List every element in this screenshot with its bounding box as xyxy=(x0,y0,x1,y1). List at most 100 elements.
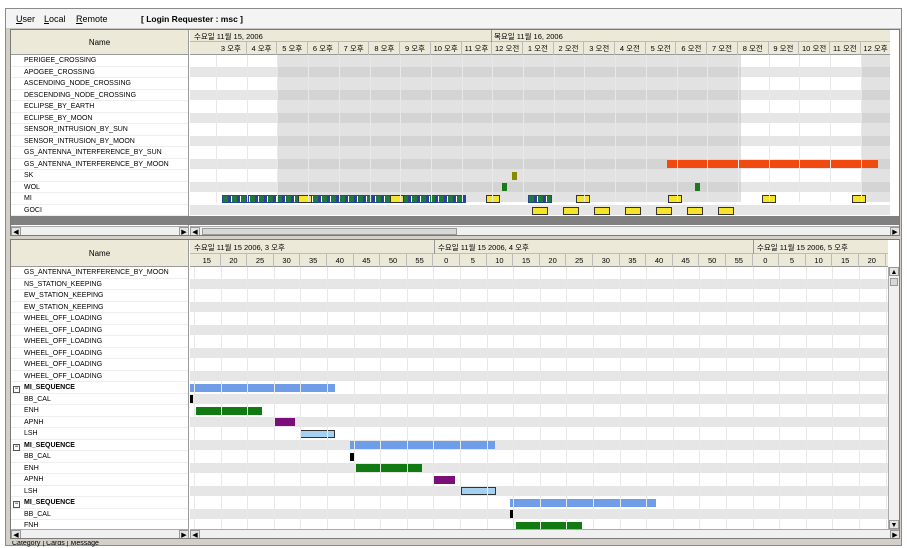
goci-block[interactable] xyxy=(687,206,703,215)
event-row-label[interactable]: MI xyxy=(11,193,188,205)
menu-remote[interactable]: Remote xyxy=(76,14,108,24)
mi-yellow-block[interactable] xyxy=(852,195,866,203)
scroll-left-arrow-icon[interactable]: ◀ xyxy=(190,227,200,235)
event-row-label[interactable]: PERIGEE_CROSSING xyxy=(11,55,188,67)
sequence-row-label[interactable]: WHEEL_OFF_LOADING xyxy=(11,371,188,382)
bb-cal-marker[interactable] xyxy=(350,452,354,461)
sequence-row-label[interactable]: EW_STATION_KEEPING xyxy=(11,302,188,313)
event-row-label[interactable]: APOGEE_CROSSING xyxy=(11,67,188,78)
sequence-row-label[interactable]: BB_CAL xyxy=(11,509,188,520)
scroll-left-arrow-icon[interactable]: ◀ xyxy=(11,530,21,538)
name-hscroll[interactable]: ◀ ▶ xyxy=(11,226,189,235)
lsh-bar[interactable] xyxy=(461,487,496,496)
bb-cal-marker[interactable] xyxy=(190,395,193,404)
sequence-row-label[interactable]: WHEEL_OFF_LOADING xyxy=(11,325,188,336)
scroll-right-arrow-icon[interactable]: ▶ xyxy=(890,227,899,235)
mi-bar[interactable] xyxy=(528,195,552,203)
scroll-thumb[interactable] xyxy=(202,228,457,235)
sequence-row-label[interactable]: BB_CAL xyxy=(11,451,188,463)
mi-yellow-block[interactable] xyxy=(576,195,590,203)
scroll-right-arrow-icon[interactable]: ▶ xyxy=(179,530,189,538)
menu-local[interactable]: Local xyxy=(44,14,66,24)
sequence-row-label[interactable]: WHEEL_OFF_LOADING xyxy=(11,313,188,325)
sequence-row-label[interactable]: ENH xyxy=(11,463,188,474)
goci-block[interactable] xyxy=(563,206,579,215)
sequence-row-label[interactable]: NS_STATION_KEEPING xyxy=(11,279,188,290)
sequence-group-row[interactable]: − MI_SEQUENCE xyxy=(11,382,188,394)
scroll-up-arrow-icon[interactable]: ▲ xyxy=(889,267,899,276)
event-row-label[interactable]: DESCENDING_NODE_CROSSING xyxy=(11,90,188,101)
mi-yellow-block[interactable] xyxy=(668,195,682,203)
scroll-thumb[interactable] xyxy=(890,278,898,286)
wol-marker[interactable] xyxy=(695,183,700,192)
goci-block[interactable] xyxy=(656,206,672,215)
scroll-down-arrow-icon[interactable]: ▼ xyxy=(889,520,899,529)
scroll-right-arrow-icon[interactable]: ▶ xyxy=(179,227,189,235)
enh-bar[interactable] xyxy=(356,464,422,473)
sequence-row-label[interactable]: WHEEL_OFF_LOADING xyxy=(11,359,188,371)
event-row-label[interactable]: ECLIPSE_BY_MOON xyxy=(11,113,188,124)
mi-sequence-bar[interactable] xyxy=(510,498,656,507)
enh-bar[interactable] xyxy=(516,521,582,529)
scroll-left-arrow-icon[interactable]: ◀ xyxy=(190,530,200,538)
grid-line xyxy=(646,267,648,529)
sequence-row-label[interactable]: BB_CAL xyxy=(11,394,188,405)
sk-marker[interactable] xyxy=(512,171,517,180)
sequence-label: BB_CAL xyxy=(24,453,51,460)
menu-bar: User Local Remote [ Login Requester : ms… xyxy=(6,9,901,29)
enh-bar[interactable] xyxy=(196,406,262,415)
event-row-label[interactable]: SENSOR_INTRUSION_BY_MOON xyxy=(11,136,188,147)
lsh-bar[interactable] xyxy=(300,429,335,438)
sequence-row-label[interactable]: WHEEL_OFF_LOADING xyxy=(11,348,188,359)
sequence-row-label[interactable]: APNH xyxy=(11,474,188,486)
sequence-row-label[interactable]: LSH xyxy=(11,486,188,497)
collapse-icon[interactable]: − xyxy=(13,443,20,451)
scroll-right-arrow-icon[interactable]: ▶ xyxy=(890,530,899,538)
wol-marker[interactable] xyxy=(502,183,507,192)
mi-sequence-bar[interactable] xyxy=(350,441,495,450)
mi-yellow-block[interactable] xyxy=(298,195,312,203)
event-row-label[interactable]: GS_ANTENNA_INTERFERENCE_BY_MOON xyxy=(11,159,188,170)
goci-block[interactable] xyxy=(718,206,734,215)
sequence-row-label[interactable]: GS_ANTENNA_INTERFERENCE_BY_MOON xyxy=(11,267,188,279)
apnh-bar[interactable] xyxy=(274,418,295,427)
name-column-header[interactable]: Name xyxy=(11,30,189,55)
moon-interference-bar[interactable] xyxy=(667,160,878,169)
collapse-icon[interactable]: − xyxy=(13,501,20,508)
event-row-label[interactable]: SENSOR_INTRUSION_BY_SUN xyxy=(11,124,188,136)
sequence-row-label[interactable]: FNH xyxy=(11,520,188,529)
sequence-row-label[interactable]: APNH xyxy=(11,417,188,428)
mi-yellow-block[interactable] xyxy=(390,195,404,203)
event-row-label[interactable]: GOCI xyxy=(11,205,188,216)
bb-cal-marker[interactable] xyxy=(510,510,514,519)
row-band xyxy=(190,393,888,405)
status-tabs[interactable]: Category | Cards | Message xyxy=(12,541,99,547)
event-row-label[interactable]: SK xyxy=(11,170,188,182)
event-row-label[interactable]: GS_ANTENNA_INTERFERENCE_BY_SUN xyxy=(11,147,188,159)
hour-label-4pm: 수요일 11월 15 2006, 4 오후 xyxy=(438,243,529,252)
name-column-header[interactable]: Name xyxy=(11,240,189,267)
minute-column-label: 0 xyxy=(433,254,460,267)
event-row-label[interactable]: ASCENDING_NODE_CROSSING xyxy=(11,78,188,90)
menu-user[interactable]: User xyxy=(16,14,36,24)
event-row-label[interactable]: WOL xyxy=(11,182,188,193)
timeline-hscroll[interactable]: ◀ ▶ xyxy=(190,226,899,235)
sequence-row-label[interactable]: ENH xyxy=(11,405,188,417)
collapse-icon[interactable]: − xyxy=(13,386,20,393)
sequence-row-label[interactable]: EW_STATION_KEEPING xyxy=(11,290,188,302)
timeline-hscroll[interactable]: ◀ ▶ xyxy=(190,529,899,538)
sequence-group-row[interactable]: − MI_SEQUENCE xyxy=(11,497,188,509)
event-row-label[interactable]: ECLIPSE_BY_EARTH xyxy=(11,101,188,113)
sequence-group-row[interactable]: − MI_SEQUENCE xyxy=(11,440,188,451)
goci-block[interactable] xyxy=(594,206,610,215)
goci-block[interactable] xyxy=(625,206,641,215)
goci-block[interactable] xyxy=(532,206,548,215)
detail-vscroll[interactable]: ▲ ▼ xyxy=(888,267,899,529)
sequence-row-label[interactable]: WHEEL_OFF_LOADING xyxy=(11,336,188,348)
sequence-row-label[interactable]: LSH xyxy=(11,428,188,440)
mi-bar[interactable] xyxy=(222,195,466,203)
mi-sequence-bar[interactable] xyxy=(190,383,335,392)
apnh-bar[interactable] xyxy=(434,475,455,484)
name-hscroll[interactable]: ◀ ▶ xyxy=(11,529,189,538)
scroll-left-arrow-icon[interactable]: ◀ xyxy=(11,227,21,235)
